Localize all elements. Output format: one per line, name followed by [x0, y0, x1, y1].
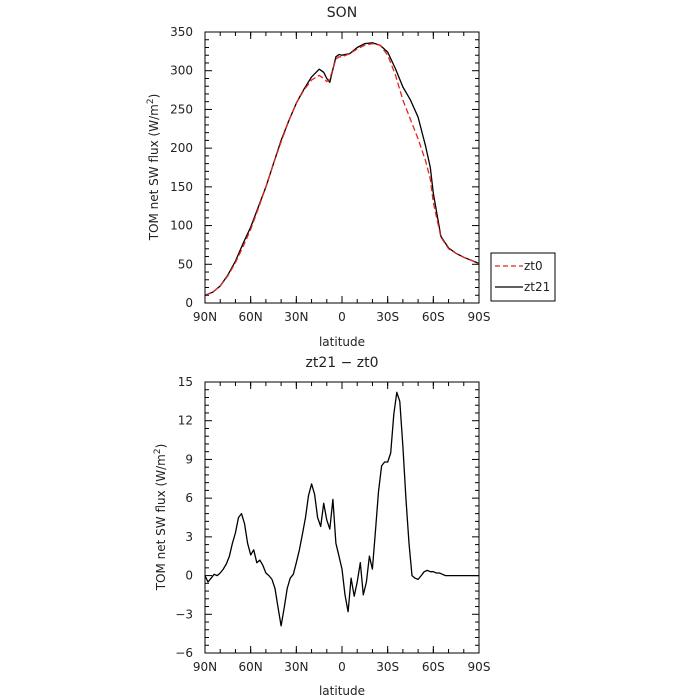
chart-top-ylabel-sup: 2 [146, 98, 156, 104]
chart-bottom-ytick-label: 12 [178, 414, 193, 428]
chart-top-ytick-label: 350 [170, 25, 193, 39]
chart-top-ytick-label: 100 [170, 219, 193, 233]
chart-bottom: zt21 − zt0 90N 60N 30N 0 30S 60S 90S −6 −3 0 3 6 9 12… [153, 355, 490, 698]
chart-top-xtick-label: 90S [468, 310, 491, 324]
chart-bottom-xtick-label: 60N [239, 660, 263, 674]
chart-bottom-ylabel-close: ) [154, 444, 168, 449]
chart-bottom-xtick-label: 90S [468, 660, 491, 674]
chart-bottom-series-group [204, 391, 479, 627]
chart-top-xtick-label: 60N [239, 310, 263, 324]
chart-bottom-ytick-label: 9 [185, 452, 193, 466]
chart-top-ytick-label: 200 [170, 141, 193, 155]
chart-top-xtick-label: 30S [376, 310, 399, 324]
chart-top-series-group [204, 42, 480, 296]
chart-top-xtick-label: 0 [338, 310, 346, 324]
chart-top-title: SON [327, 5, 357, 21]
chart-top-ytick-label: 250 [170, 102, 193, 116]
chart-bottom-ytick-label: 0 [185, 569, 193, 583]
chart-bottom-xtick-label: 60S [422, 660, 445, 674]
chart-bottom-ytick-label: 15 [178, 375, 193, 389]
chart-top-series-zt21 [204, 42, 480, 296]
chart-top-xtick-label: 30N [284, 310, 308, 324]
chart-bottom-title: zt21 − zt0 [305, 355, 378, 371]
chart-bottom-xlabel: latitude [319, 684, 365, 698]
chart-bottom-xtick-label: 90N [193, 660, 217, 674]
chart-top-ytick-label: 150 [170, 180, 193, 194]
chart-bottom-ylabel-sup: 2 [153, 448, 163, 454]
chart-bottom-series-zt21-zt0 [204, 391, 479, 627]
chart-top-ytick-label: 0 [185, 296, 193, 310]
chart-top-series-zt0 [204, 42, 480, 296]
chart-bottom-xtick-label: 30S [376, 660, 399, 674]
legend-box [490, 252, 556, 302]
chart-top-xtick-label: 60S [422, 310, 445, 324]
chart-top-ytick-label: 50 [178, 257, 193, 271]
chart-bottom-ytick-label: −3 [175, 607, 193, 621]
chart-bottom-ytick-label: −6 [175, 646, 193, 660]
chart-top-xlabel: latitude [319, 335, 365, 349]
chart-bottom-xtick-label: 30N [284, 660, 308, 674]
legend-label-zt0: zt0 [524, 259, 543, 273]
chart-bottom-ylabel-main: TOM net SW flux (W/m [154, 454, 168, 591]
chart-bottom-axes: 90N 60N 30N 0 30S 60S 90S −6 −3 0 3 6 9 12 15 [175, 375, 490, 674]
chart-top-axes: 90N 60N 30N 0 30S 60S 90S 0 50 100 150 200 250 300 350 [170, 25, 490, 324]
chart-top-ylabel-main: TOM net SW flux (W/m [147, 104, 161, 241]
legend-label-zt21: zt21 [524, 280, 550, 294]
chart-top-ytick-label: 300 [170, 64, 193, 78]
chart-top-legend: zt0 zt21 [490, 252, 556, 302]
chart-top-xtick-label: 90N [193, 310, 217, 324]
chart-bottom-ytick-label: 3 [185, 530, 193, 544]
chart-bottom-frame [204, 381, 480, 654]
chart-top-ylabel: TOM net SW flux (W/m2) [146, 94, 161, 242]
chart-bottom-xtick-label: 0 [338, 660, 346, 674]
chart-bottom-ytick-label: 6 [185, 491, 193, 505]
chart-top-ylabel-close: ) [147, 94, 161, 99]
chart-top: SON 90N 60N 30N 0 30S 60S 90S 0 50 100 150 200 250 30… [146, 5, 556, 349]
chart-top-frame [204, 31, 480, 304]
chart-bottom-ylabel: TOM net SW flux (W/m2) [153, 444, 168, 592]
